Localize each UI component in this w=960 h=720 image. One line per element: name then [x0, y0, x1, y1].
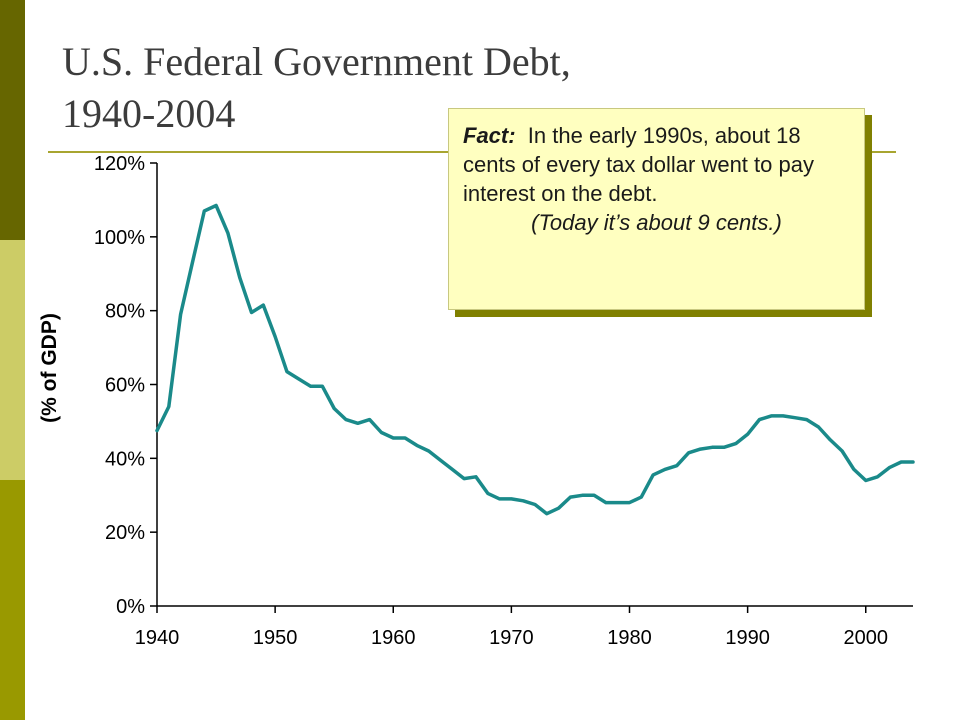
title-line-1: U.S. Federal Government Debt, — [62, 39, 571, 84]
x-tick-label: 2000 — [844, 627, 889, 649]
side-bar-dark — [0, 0, 25, 240]
x-tick-label: 1980 — [607, 627, 652, 649]
side-bar-mid — [0, 480, 25, 720]
y-tick-label: 40% — [105, 448, 145, 470]
fact-label: Fact: — [463, 123, 516, 148]
slide-title: U.S. Federal Government Debt, 1940-2004 — [62, 36, 762, 140]
fact-callout: Fact: In the early 1990s, about 18 cents… — [448, 108, 865, 310]
y-tick-label: 0% — [116, 596, 145, 618]
y-tick-label: 120% — [94, 153, 145, 175]
fact-text: In the early 1990s, about 18 cents of ev… — [463, 123, 814, 206]
x-tick-label: 1960 — [371, 627, 416, 649]
y-tick-label: 60% — [105, 375, 145, 397]
fact-note: (Today it’s about 9 cents.) — [531, 210, 782, 235]
y-tick-label: 80% — [105, 301, 145, 323]
y-tick-label: 100% — [94, 227, 145, 249]
series-group — [155, 203, 915, 516]
title-line-2: 1940-2004 — [62, 91, 236, 136]
x-tick-label: 1990 — [725, 627, 770, 649]
x-tick-label: 1950 — [253, 627, 298, 649]
x-tick-label: 1940 — [135, 627, 180, 649]
y-tick-label: 20% — [105, 522, 145, 544]
x-tick-label: 1970 — [489, 627, 534, 649]
y-axis-label: (% of GDP) — [38, 313, 61, 423]
x-axis: 1940 1950 1960 1970 1980 1990 2000 — [135, 605, 913, 649]
series-line — [155, 203, 915, 516]
fact-body: Fact: In the early 1990s, about 18 cents… — [463, 121, 850, 208]
side-bar-light — [0, 240, 25, 480]
y-axis: 0% 20% 40% 60% 80% 100% 120% — [94, 153, 158, 618]
